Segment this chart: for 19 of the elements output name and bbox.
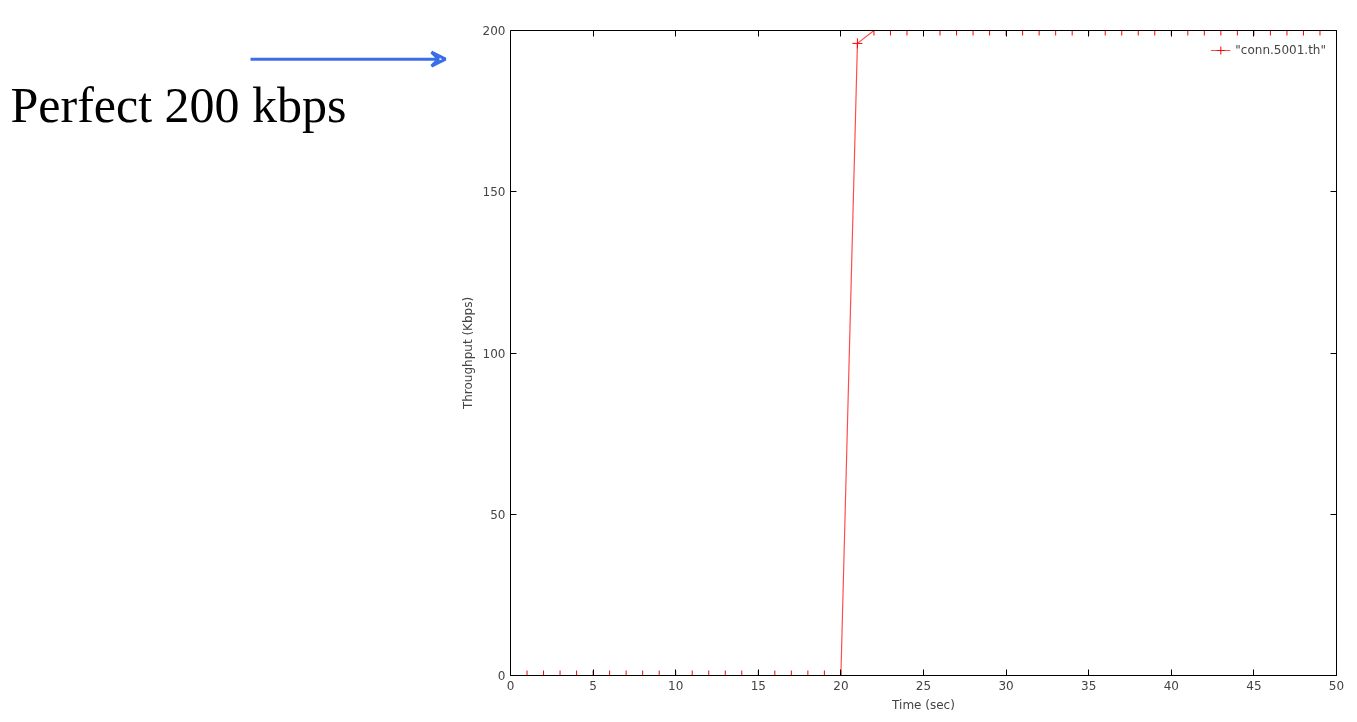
y-tick-label: 200 (482, 24, 506, 38)
y-tick-label: 50 (490, 507, 506, 522)
x-tick-label: 15 (750, 678, 766, 693)
x-tick-label: 35 (1081, 678, 1097, 693)
x-tick-label: 50 (1328, 678, 1345, 693)
x-tick-label: 25 (915, 678, 932, 693)
x-tick-label: 30 (998, 678, 1014, 693)
x-tick-label: 10 (668, 678, 684, 693)
y-tick-label: 100 (482, 346, 506, 361)
text: Perfect 200 kbps (10, 77, 347, 134)
x-tick-label: 5 (589, 678, 597, 693)
y-tick-label: 150 (482, 185, 506, 200)
x-tick-label: 20 (833, 678, 849, 693)
x-tick-label: 45 (1246, 678, 1262, 693)
legend-label: "conn.5001.th" (1235, 43, 1326, 57)
y-axis-title: Throughput (Kbps) (460, 296, 475, 411)
x-tick-label: 40 (1163, 678, 1179, 693)
y-tick-label: 0 (497, 669, 506, 683)
x-axis-title: Time (sec) (891, 697, 955, 712)
